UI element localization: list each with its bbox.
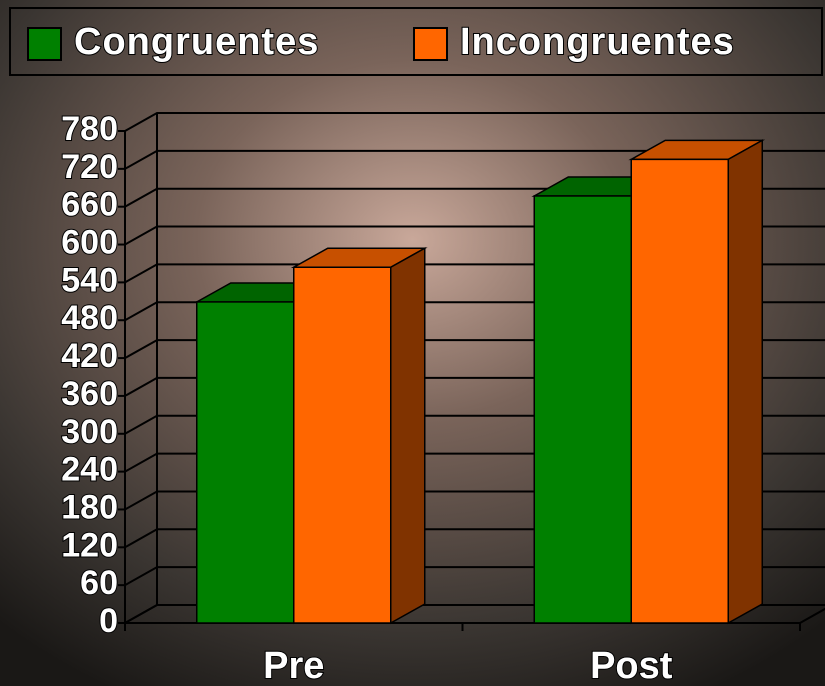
bar-front bbox=[197, 302, 294, 623]
y-tick-label: 120 bbox=[61, 526, 118, 564]
legend-swatch bbox=[28, 28, 61, 60]
y-tick-label: 660 bbox=[61, 186, 118, 224]
y-tick-label: 300 bbox=[61, 413, 118, 451]
y-tick-label: 540 bbox=[61, 261, 118, 299]
x-tick-label: Post bbox=[590, 645, 673, 686]
y-tick-label: 420 bbox=[61, 337, 118, 375]
legend-swatch bbox=[414, 28, 447, 60]
y-tick-label: 0 bbox=[99, 602, 118, 640]
y-tick-label: 720 bbox=[61, 148, 118, 186]
bar bbox=[631, 140, 762, 623]
y-tick-label: 180 bbox=[61, 488, 118, 526]
y-tick-label: 480 bbox=[61, 299, 118, 337]
bar-front bbox=[294, 267, 391, 623]
y-tick-label: 600 bbox=[61, 224, 118, 262]
bar bbox=[294, 248, 425, 623]
y-tick-label: 360 bbox=[61, 375, 118, 413]
legend-label: Congruentes bbox=[74, 21, 319, 63]
chart: 060120180240300360420480540600660720780 P… bbox=[0, 0, 825, 686]
y-tick-label: 60 bbox=[80, 564, 118, 602]
y-tick-label: 780 bbox=[61, 110, 118, 148]
x-tick-label: Pre bbox=[263, 645, 324, 686]
bar-front bbox=[631, 159, 728, 623]
bar-side bbox=[391, 248, 425, 623]
bar-side bbox=[728, 140, 762, 623]
legend-label: Incongruentes bbox=[460, 21, 735, 63]
y-tick-label: 240 bbox=[61, 451, 118, 489]
bar-front bbox=[534, 196, 631, 623]
